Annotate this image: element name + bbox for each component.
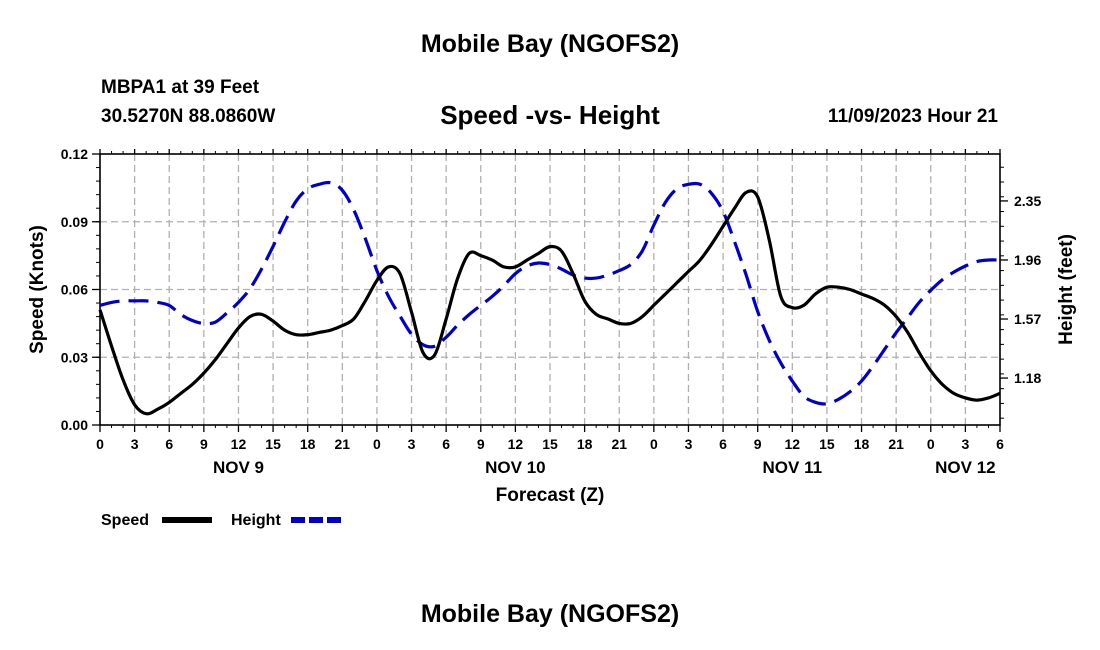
footer-title: Mobile Bay (NGOFS2) — [420, 600, 680, 628]
chart-grid — [100, 154, 1000, 425]
y2-tick-label: 1.96 — [1014, 252, 1041, 268]
x-tick-label: 12 — [508, 436, 524, 452]
x-tick-label: 15 — [542, 436, 558, 452]
date-label: NOV 11 — [763, 458, 823, 477]
y2-tick-label: 2.35 — [1014, 193, 1041, 209]
x-tick-label: 0 — [96, 436, 104, 452]
x-tick-label: 3 — [685, 436, 693, 452]
page-title: Mobile Bay (NGOFS2) — [420, 30, 680, 58]
x-tick-label: 21 — [611, 436, 627, 452]
forecast-datetime: 11/09/2023 Hour 21 — [827, 106, 998, 127]
x-tick-label: 6 — [442, 436, 450, 452]
y-tick-label: 0.00 — [61, 417, 88, 433]
series-line-speed — [98, 189, 1001, 416]
x-tick-label: 6 — [719, 436, 727, 452]
x-tick-label: 18 — [300, 436, 316, 452]
axis-labels: 0 3 6 9 12 15 18 21 0 3 6 9 12 15 18 21 0 3 6 9 12 15 18 21 0 3 6 0… — [27, 146, 1077, 506]
x-tick-label: 18 — [854, 436, 870, 452]
date-label: NOV 9 — [213, 458, 264, 477]
x-tick-label: 6 — [165, 436, 173, 452]
y2-axis-label: Height (feet) — [1056, 234, 1077, 345]
x-tick-label: 6 — [996, 436, 1004, 452]
y2-tick-label: 1.18 — [1014, 370, 1041, 386]
y-tick-label: 0.12 — [61, 146, 88, 162]
y-tick-label: 0.09 — [61, 214, 88, 230]
x-tick-label: 21 — [335, 436, 351, 452]
x-axis-label: Forecast (Z) — [496, 485, 605, 506]
x-tick-label: 0 — [650, 436, 658, 452]
x-tick-label: 9 — [477, 436, 485, 452]
legend-label-speed: Speed — [101, 512, 149, 529]
series-line-height — [99, 180, 1001, 406]
station-coordinates: 30.5270N 88.0860W — [101, 106, 276, 127]
series-layer — [98, 180, 1001, 416]
y2-tick-label: 1.57 — [1014, 311, 1041, 327]
x-tick-label: 9 — [200, 436, 208, 452]
x-tick-label: 0 — [373, 436, 381, 452]
date-label: NOV 10 — [485, 458, 545, 477]
x-tick-label: 15 — [265, 436, 281, 452]
chart-legend: Speed Height — [101, 512, 343, 529]
x-tick-label: 12 — [785, 436, 801, 452]
y-axis-label: Speed (Knots) — [27, 225, 48, 354]
x-tick-label: 21 — [888, 436, 904, 452]
y-tick-label: 0.03 — [61, 349, 88, 365]
date-label: NOV 12 — [935, 458, 995, 477]
legend-label-height: Height — [231, 512, 281, 529]
x-tick-label: 18 — [577, 436, 593, 452]
y-tick-label: 0.06 — [61, 282, 88, 298]
x-tick-label: 12 — [231, 436, 247, 452]
station-name: MBPA1 at 39 Feet — [101, 77, 260, 98]
axis-ticks — [92, 149, 1008, 432]
x-tick-label: 3 — [961, 436, 969, 452]
x-tick-label: 9 — [754, 436, 762, 452]
chart-subtitle: Speed -vs- Height — [440, 100, 660, 130]
x-tick-label: 15 — [819, 436, 835, 452]
x-tick-label: 3 — [131, 436, 139, 452]
x-tick-label: 3 — [408, 436, 416, 452]
x-tick-label: 0 — [927, 436, 935, 452]
